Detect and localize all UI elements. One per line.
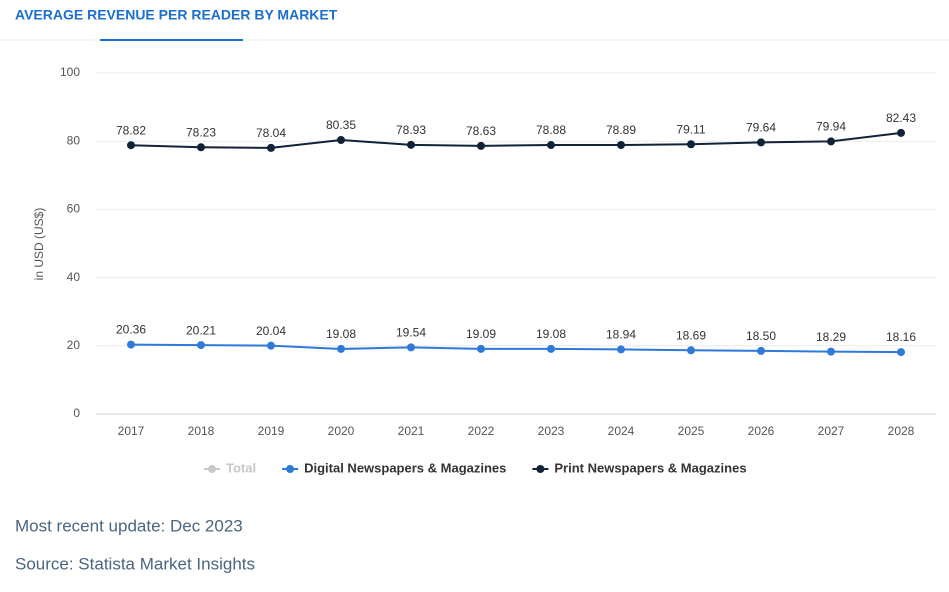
data-point xyxy=(827,347,835,356)
value-label: 18.16 xyxy=(886,330,916,344)
value-label: 82.43 xyxy=(886,111,916,125)
y-axis-label: in USD (US$) xyxy=(32,208,46,281)
value-label: 80.35 xyxy=(326,118,356,132)
series-line xyxy=(130,343,902,354)
value-label: 78.93 xyxy=(396,123,426,137)
value-label: 20.04 xyxy=(256,324,286,338)
data-point xyxy=(477,141,485,150)
value-label: 78.23 xyxy=(186,125,216,139)
x-tick-label: 2019 xyxy=(258,424,285,438)
legend-marker xyxy=(536,465,545,473)
data-point xyxy=(477,344,485,353)
x-tick-label: 2023 xyxy=(538,424,565,438)
x-tick-label: 2025 xyxy=(678,424,705,438)
data-point xyxy=(267,341,275,350)
x-tick-label: 2026 xyxy=(748,424,775,438)
legend-label: Digital Newspapers & Magazines xyxy=(304,460,506,475)
y-tick-label: 40 xyxy=(67,270,81,284)
data-point xyxy=(757,138,765,147)
value-label: 78.63 xyxy=(466,124,496,138)
data-point xyxy=(407,343,415,352)
value-label: 18.94 xyxy=(606,328,636,342)
value-label: 79.11 xyxy=(676,122,705,136)
value-label: 18.50 xyxy=(746,329,776,343)
value-label: 20.36 xyxy=(116,323,146,337)
data-point xyxy=(617,345,625,354)
data-point xyxy=(267,143,275,152)
data-point xyxy=(407,140,415,149)
x-tick-label: 2017 xyxy=(118,424,145,438)
x-tick-label: 2020 xyxy=(328,424,355,438)
y-tick-label: 100 xyxy=(60,65,80,79)
legend-label: Print Newspapers & Magazines xyxy=(554,460,746,475)
y-tick-label: 0 xyxy=(73,406,80,420)
value-label: 79.64 xyxy=(746,121,776,135)
x-tick-label: 2022 xyxy=(468,424,495,438)
y-tick-label: 60 xyxy=(67,202,81,216)
y-tick-label: 20 xyxy=(67,338,81,352)
y-tick-label: 80 xyxy=(67,133,81,147)
x-tick-label: 2028 xyxy=(888,424,915,438)
value-label: 78.88 xyxy=(536,123,566,137)
update-note: Most recent update: Dec 2023 xyxy=(15,516,243,535)
data-point xyxy=(617,140,625,149)
chart-title: AVERAGE REVENUE PER READER BY MARKET xyxy=(15,7,338,23)
data-point xyxy=(897,128,905,137)
value-label: 78.89 xyxy=(606,123,636,137)
x-tick-label: 2024 xyxy=(608,424,635,438)
data-point xyxy=(197,143,205,152)
legend-marker xyxy=(286,465,295,473)
legend-marker xyxy=(208,465,216,473)
value-label: 78.82 xyxy=(116,123,146,137)
value-label: 78.04 xyxy=(256,126,286,140)
data-point xyxy=(897,348,905,357)
data-point xyxy=(127,340,135,349)
x-tick-label: 2027 xyxy=(818,424,845,438)
x-tick-label: 2018 xyxy=(188,424,215,438)
data-point xyxy=(687,140,695,149)
value-label: 19.09 xyxy=(466,327,496,341)
series-line xyxy=(130,131,902,149)
value-label: 19.08 xyxy=(326,327,356,341)
value-label: 19.54 xyxy=(396,326,426,340)
data-point xyxy=(547,141,555,150)
value-label: 79.94 xyxy=(816,120,846,134)
value-label: 20.21 xyxy=(186,323,216,337)
legend-label: Total xyxy=(226,460,256,475)
data-point xyxy=(127,141,135,150)
source-note: Source: Statista Market Insights xyxy=(15,554,255,573)
data-point xyxy=(197,341,205,350)
value-label: 18.69 xyxy=(676,328,706,342)
data-point xyxy=(827,137,835,146)
x-tick-label: 2021 xyxy=(398,424,425,438)
data-point xyxy=(337,136,345,145)
data-point xyxy=(757,346,765,355)
data-point xyxy=(547,344,555,353)
data-point xyxy=(337,344,345,353)
value-label: 19.08 xyxy=(536,327,566,341)
data-point xyxy=(687,346,695,355)
value-label: 18.29 xyxy=(816,330,846,344)
